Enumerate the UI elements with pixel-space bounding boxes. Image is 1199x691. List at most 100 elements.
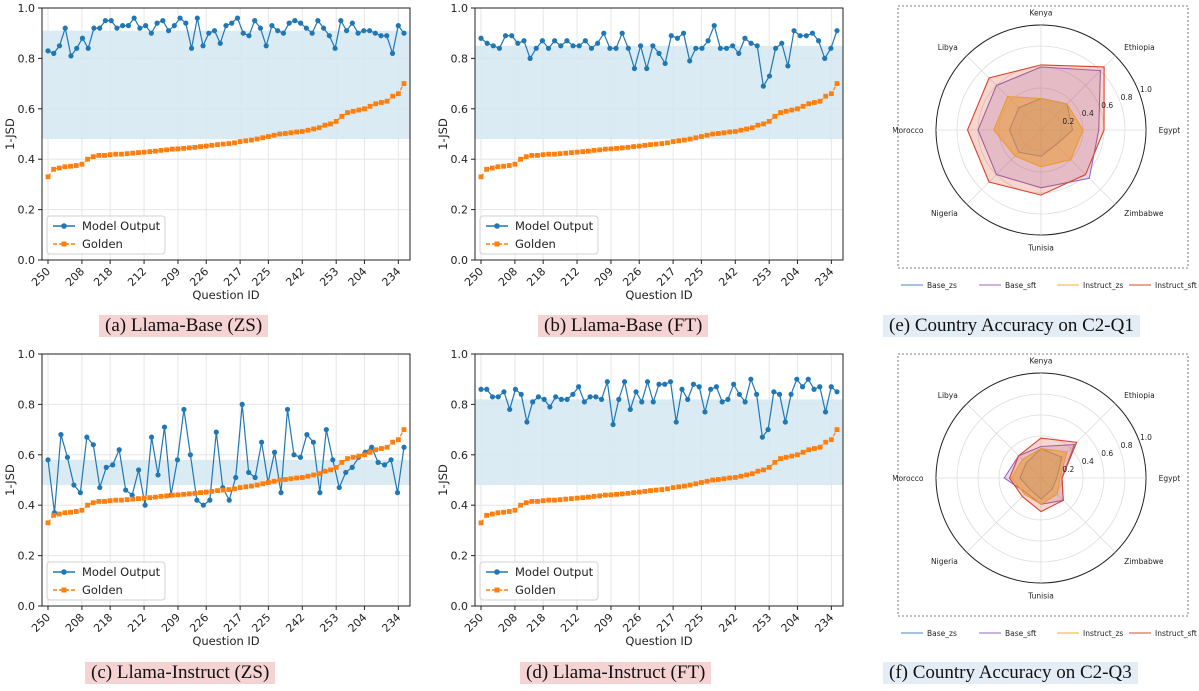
golden-point	[676, 138, 681, 143]
model-point	[601, 31, 606, 36]
model-point	[240, 402, 245, 407]
model-point	[149, 31, 154, 36]
y-axis-label: 1-JSD	[436, 118, 450, 150]
golden-point	[518, 503, 523, 508]
model-point	[281, 31, 286, 36]
model-point	[350, 465, 355, 470]
model-point	[823, 409, 828, 414]
model-point	[491, 43, 496, 48]
golden-point	[68, 164, 73, 169]
golden-point	[294, 476, 299, 481]
model-point	[136, 467, 141, 472]
legend-marker	[62, 242, 67, 247]
golden-point	[761, 122, 766, 127]
golden-point	[306, 474, 311, 479]
golden-point	[209, 143, 214, 148]
model-point	[515, 41, 520, 46]
golden-point	[396, 91, 401, 96]
model-point	[737, 392, 742, 397]
golden-point	[209, 489, 214, 494]
model-point	[315, 18, 320, 23]
golden-point	[569, 496, 574, 501]
model-point	[104, 465, 109, 470]
golden-point	[125, 497, 130, 502]
radar-series-instruct-sft	[968, 65, 1105, 195]
golden-point	[575, 150, 580, 155]
golden-point	[535, 499, 540, 504]
model-point	[644, 66, 649, 71]
y-tick-label: 0.0	[18, 600, 36, 613]
model-point	[651, 399, 656, 404]
golden-point	[356, 454, 361, 459]
golden-point	[277, 132, 282, 137]
golden-point	[130, 497, 135, 502]
golden-point	[614, 146, 619, 151]
golden-point	[529, 153, 534, 158]
golden-point	[249, 138, 254, 143]
golden-point	[385, 445, 390, 450]
y-axis-label: 1-JSD	[3, 118, 17, 150]
model-point	[137, 26, 142, 31]
golden-point	[642, 489, 647, 494]
radar-r-tick-label: 0.4	[1082, 109, 1094, 118]
y-tick-label: 0.6	[451, 103, 469, 116]
golden-point	[108, 498, 113, 503]
x-tick-label: 209	[592, 611, 616, 635]
model-point	[343, 470, 348, 475]
model-point	[298, 21, 303, 26]
golden-point	[345, 456, 350, 461]
x-tick-label: 250	[462, 265, 486, 289]
model-point	[80, 36, 85, 41]
model-point	[324, 427, 329, 432]
model-point	[521, 38, 526, 43]
model-point	[91, 442, 96, 447]
model-point	[172, 23, 177, 28]
model-point	[253, 475, 258, 480]
golden-point	[789, 454, 794, 459]
caption-d: (d) Llama-Instruct (FT)	[520, 662, 711, 684]
x-tick-label: 212	[558, 611, 582, 635]
golden-point	[479, 520, 484, 525]
golden-point	[238, 139, 243, 144]
radar-series-instruct-sft	[1010, 438, 1077, 512]
golden-point	[558, 151, 563, 156]
model-point	[736, 51, 741, 56]
golden-point	[311, 127, 316, 132]
golden-point	[164, 147, 169, 152]
golden-point	[818, 445, 823, 450]
x-tick-label: 208	[63, 265, 87, 289]
legend-label: Golden	[82, 583, 123, 597]
model-point	[91, 26, 96, 31]
golden-point	[716, 131, 721, 136]
radar-category-label: Egypt	[1159, 126, 1181, 135]
model-point	[214, 430, 219, 435]
x-tick-label: 217	[221, 265, 245, 289]
x-tick-label: 217	[654, 611, 678, 635]
golden-point	[187, 145, 192, 150]
model-point	[708, 387, 713, 392]
model-point	[388, 457, 393, 462]
golden-point	[727, 476, 732, 481]
golden-point	[722, 476, 727, 481]
y-tick-label: 0.2	[18, 550, 36, 563]
golden-point	[57, 512, 62, 517]
golden-point	[272, 479, 277, 484]
golden-point	[272, 133, 277, 138]
golden-point	[57, 166, 62, 171]
x-tick-label: 208	[496, 265, 520, 289]
golden-point	[484, 167, 489, 172]
x-tick-label: 234	[812, 265, 836, 289]
golden-point	[102, 499, 107, 504]
model-point	[599, 397, 604, 402]
y-tick-label: 0.2	[451, 204, 469, 217]
golden-point	[586, 149, 591, 154]
golden-point	[283, 131, 288, 136]
golden-point	[289, 476, 294, 481]
radar-category-label: Morocco	[893, 474, 924, 483]
model-point	[229, 21, 234, 26]
x-axis-label: Question ID	[625, 634, 692, 648]
golden-point	[637, 490, 642, 495]
model-point	[71, 482, 76, 487]
x-tick-label: 226	[620, 611, 644, 635]
golden-point	[631, 144, 636, 149]
